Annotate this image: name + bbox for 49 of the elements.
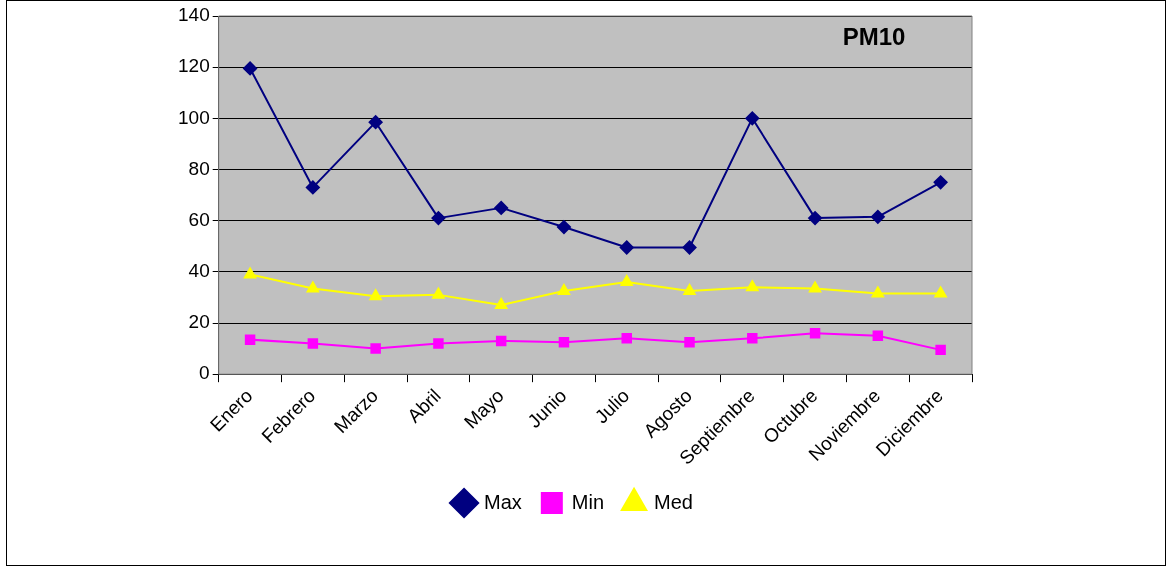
legend-label: Min xyxy=(571,490,605,513)
legend-label: Med xyxy=(654,490,693,513)
point xyxy=(808,211,823,226)
legend-label: Max xyxy=(484,490,522,513)
point xyxy=(683,284,696,296)
y-tick-label: 80 xyxy=(188,157,210,179)
point xyxy=(933,175,948,190)
point xyxy=(307,338,319,349)
y-tick-label: 40 xyxy=(188,260,210,282)
y-tick-label: 0 xyxy=(199,362,210,384)
point xyxy=(682,240,697,255)
point xyxy=(556,220,571,235)
point xyxy=(494,298,508,310)
y-tick-label: 120 xyxy=(178,55,210,77)
point xyxy=(808,281,822,293)
chart-title: PM10 xyxy=(842,22,906,50)
y-tick-label: 140 xyxy=(178,4,210,26)
point xyxy=(684,336,695,348)
point xyxy=(431,211,446,226)
point xyxy=(369,289,382,301)
point xyxy=(558,336,570,348)
point xyxy=(621,333,632,344)
point xyxy=(619,240,634,255)
point xyxy=(494,200,509,215)
point xyxy=(747,333,758,344)
point xyxy=(244,334,256,345)
point xyxy=(870,209,885,224)
y-tick-label: 60 xyxy=(188,208,210,230)
point xyxy=(243,61,258,76)
y-tick-label: 100 xyxy=(178,106,210,128)
point xyxy=(432,287,445,299)
point xyxy=(871,286,885,298)
point xyxy=(433,338,444,349)
point xyxy=(809,328,821,339)
point xyxy=(872,330,884,342)
point xyxy=(370,343,381,354)
point xyxy=(557,284,571,296)
point xyxy=(934,286,947,298)
point xyxy=(745,111,760,126)
point xyxy=(495,335,507,347)
point xyxy=(305,180,320,195)
point xyxy=(243,267,257,279)
point xyxy=(620,275,633,287)
point xyxy=(368,115,383,130)
x-tick-label: Julio xyxy=(590,384,634,428)
point xyxy=(935,344,946,356)
point xyxy=(306,281,320,293)
point xyxy=(746,280,759,292)
y-tick-label: 20 xyxy=(188,311,210,333)
